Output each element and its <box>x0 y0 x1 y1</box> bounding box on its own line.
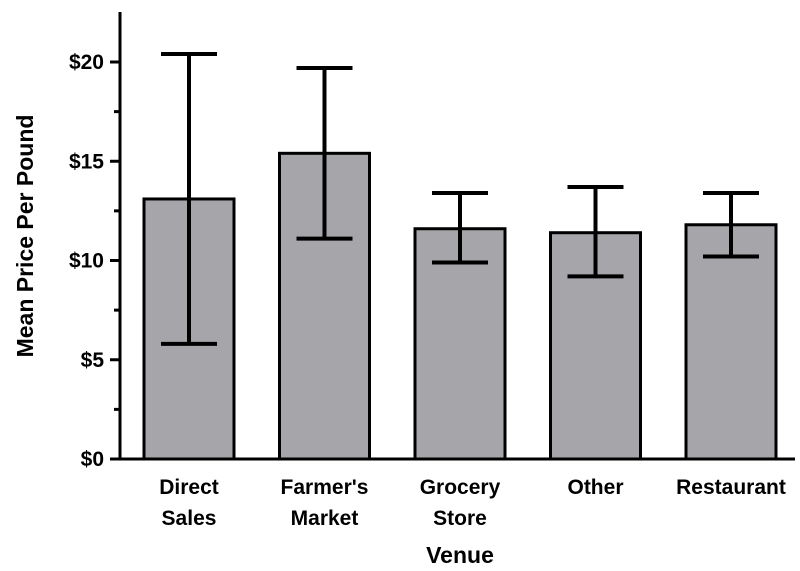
y-axis-ticks: $0 $5 $10 $15 $20 <box>69 51 120 471</box>
y-tick-label: $0 <box>81 448 104 471</box>
bar <box>684 223 778 461</box>
error-bars <box>161 52 759 346</box>
error-bar <box>567 185 624 279</box>
x-category-label: Grocery <box>420 476 501 499</box>
y-tick-label: $5 <box>81 349 105 372</box>
x-category-label: Restaurant <box>676 476 786 499</box>
y-tick-label: $20 <box>69 51 104 74</box>
error-bar <box>161 52 217 346</box>
error-bar <box>296 65 353 241</box>
x-category-label: Direct <box>159 476 219 499</box>
x-category-label: Other <box>567 476 623 499</box>
error-bar <box>703 191 759 259</box>
x-category-label: Farmer's <box>281 476 369 499</box>
y-tick-label: $15 <box>69 150 104 173</box>
x-category-label: Sales <box>162 507 217 530</box>
x-category-label: Market <box>291 507 359 530</box>
x-axis-title: Venue <box>426 542 494 568</box>
y-tick-label: $10 <box>69 250 104 273</box>
x-axis-category-labels: Direct Sales Farmer's Market Grocery Store Oth… <box>159 476 786 530</box>
error-bar <box>432 191 488 265</box>
y-axis-title: Mean Price Per Pound <box>12 115 38 358</box>
x-category-label: Store <box>433 507 487 530</box>
